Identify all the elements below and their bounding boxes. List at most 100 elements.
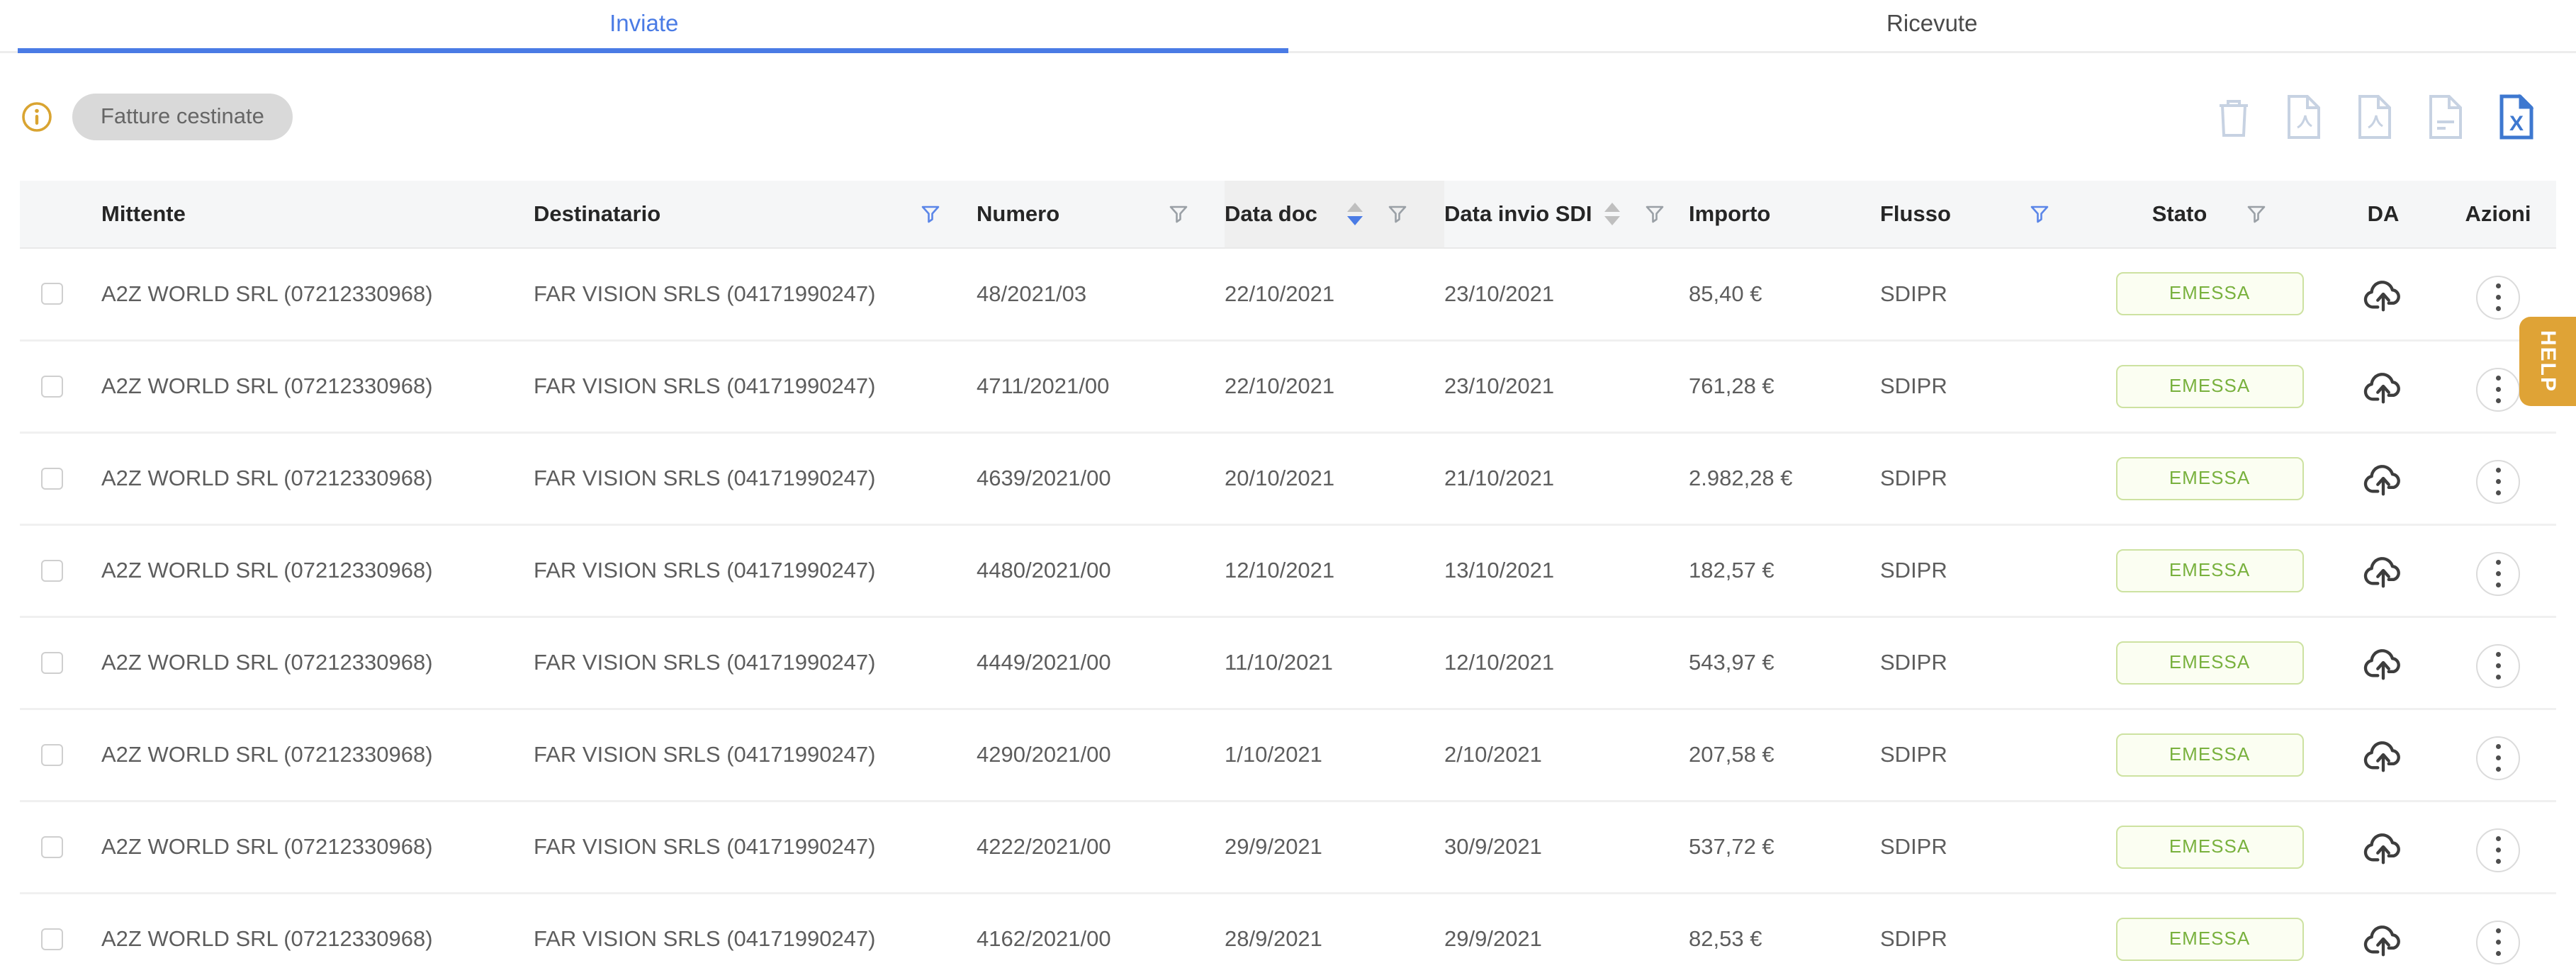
sort-control[interactable] — [1346, 203, 1363, 225]
status-badge: EMESSA — [2115, 733, 2304, 777]
trashed-invoices-chip[interactable]: Fatture cestinate — [72, 94, 293, 140]
cell-azioni — [2440, 617, 2556, 710]
row-checkbox[interactable] — [41, 283, 63, 305]
kebab-dot — [2495, 283, 2501, 288]
filter-funnel-icon[interactable] — [1387, 203, 1408, 225]
cell-numero: 48/2021/03 — [977, 248, 1225, 342]
file-pdf-icon — [2354, 94, 2395, 140]
download-attachment-button[interactable] — [2361, 919, 2405, 959]
download-attachment-button[interactable] — [2361, 366, 2405, 406]
filter-funnel-icon[interactable] — [2029, 203, 2050, 225]
row-checkbox[interactable] — [41, 467, 63, 490]
row-actions-menu-button[interactable] — [2476, 367, 2520, 412]
row-checkbox[interactable] — [41, 835, 63, 858]
header-da: DA — [2327, 181, 2440, 249]
header-importo: Importo — [1689, 181, 1880, 249]
toolbar-left: Fatture cestinate — [21, 94, 293, 140]
cell-stato: EMESSA — [2093, 893, 2327, 968]
row-checkbox[interactable] — [41, 375, 63, 398]
cloud-upload-icon — [2361, 735, 2405, 775]
kebab-dot — [2495, 583, 2501, 588]
kebab-dot — [2495, 755, 2501, 761]
download-attachment-button[interactable] — [2361, 735, 2405, 775]
status-badge: EMESSA — [2115, 917, 2304, 961]
cell-stato: EMESSA — [2093, 524, 2327, 618]
kebab-dot — [2495, 848, 2501, 853]
cell-mittente: A2Z WORLD SRL (07212330968) — [101, 617, 534, 710]
row-actions-menu-button[interactable] — [2476, 736, 2520, 780]
header-flusso: Flusso — [1880, 181, 2093, 249]
kebab-dot — [2495, 940, 2501, 945]
tab-inviate-label: Inviate — [609, 10, 679, 36]
table-row: A2Z WORLD SRL (07212330968) FAR VISION S… — [20, 617, 2556, 710]
row-actions-menu-button[interactable] — [2476, 828, 2520, 872]
cell-importo: 207,58 € — [1689, 709, 1880, 802]
cell-numero: 4639/2021/00 — [977, 432, 1225, 526]
header-da-label: DA — [2367, 201, 2400, 226]
download-attachment-button[interactable] — [2361, 458, 2405, 498]
header-data-doc-label: Data doc — [1225, 201, 1317, 226]
row-checkbox[interactable] — [41, 743, 63, 766]
row-actions-menu-button[interactable] — [2476, 551, 2520, 596]
cloud-upload-icon — [2361, 919, 2405, 959]
export-excel-button[interactable]: X — [2496, 94, 2537, 140]
download-attachment-button[interactable] — [2361, 827, 2405, 867]
download-attachment-button[interactable] — [2361, 643, 2405, 682]
cell-stato: EMESSA — [2093, 709, 2327, 802]
filter-funnel-icon[interactable] — [2246, 203, 2267, 225]
row-checkbox[interactable] — [41, 651, 63, 674]
status-badge: EMESSA — [2115, 825, 2304, 869]
cell-destinatario: FAR VISION SRLS (04171990247) — [534, 709, 977, 802]
cell-select — [20, 248, 101, 342]
cell-flusso: SDIPR — [1880, 524, 2093, 618]
file-excel-icon: X — [2496, 94, 2537, 140]
cell-importo: 82,53 € — [1689, 893, 1880, 968]
cell-importo: 182,57 € — [1689, 524, 1880, 618]
cell-select — [20, 709, 101, 802]
cell-select — [20, 524, 101, 618]
cell-data-invio-sdi: 23/10/2021 — [1444, 340, 1689, 434]
kebab-dot — [2495, 490, 2501, 496]
cell-da — [2327, 248, 2440, 342]
tab-ricevute[interactable]: Ricevute — [1288, 0, 2576, 51]
cell-data-doc: 22/10/2021 — [1225, 340, 1444, 434]
row-actions-menu-button[interactable] — [2476, 643, 2520, 688]
row-actions-menu-button[interactable] — [2476, 275, 2520, 320]
delete-button[interactable] — [2214, 94, 2254, 140]
tab-inviate[interactable]: Inviate — [0, 0, 1288, 51]
trashed-invoices-chip-label: Fatture cestinate — [101, 103, 264, 128]
file-text-icon — [2425, 94, 2466, 140]
export-pdf-button[interactable] — [2283, 94, 2324, 140]
filter-funnel-icon[interactable] — [1168, 203, 1189, 225]
download-attachment-button[interactable] — [2361, 551, 2405, 590]
kebab-dot — [2495, 387, 2501, 393]
cell-mittente: A2Z WORLD SRL (07212330968) — [101, 248, 534, 342]
kebab-dot — [2495, 836, 2501, 842]
header-importo-label: Importo — [1689, 201, 1771, 226]
row-checkbox[interactable] — [41, 928, 63, 950]
help-tab[interactable]: HELP — [2519, 317, 2576, 406]
row-actions-menu-button[interactable] — [2476, 459, 2520, 504]
table-row: A2Z WORLD SRL (07212330968) FAR VISION S… — [20, 524, 2556, 618]
tab-ricevute-label: Ricevute — [1886, 10, 1978, 36]
cell-da — [2327, 893, 2440, 968]
cell-azioni — [2440, 524, 2556, 618]
row-actions-menu-button[interactable] — [2476, 920, 2520, 964]
sort-control[interactable] — [1604, 203, 1621, 225]
row-checkbox[interactable] — [41, 559, 63, 582]
export-pdf-courtesy-button[interactable] — [2354, 94, 2395, 140]
status-badge: EMESSA — [2115, 272, 2304, 316]
cell-da — [2327, 709, 2440, 802]
download-attachment-button[interactable] — [2361, 274, 2405, 314]
info-circle-icon[interactable] — [21, 101, 52, 133]
trash-icon — [2214, 94, 2254, 140]
header-flusso-label: Flusso — [1880, 201, 1951, 226]
header-azioni: Azioni — [2440, 181, 2556, 249]
filter-funnel-icon[interactable] — [920, 203, 941, 225]
table-row: A2Z WORLD SRL (07212330968) FAR VISION S… — [20, 893, 2556, 968]
cell-stato: EMESSA — [2093, 432, 2327, 526]
cell-data-invio-sdi: 23/10/2021 — [1444, 248, 1689, 342]
sort-asc-icon — [1604, 203, 1621, 212]
export-xml-button[interactable] — [2425, 94, 2466, 140]
filter-funnel-icon[interactable] — [1644, 203, 1665, 225]
